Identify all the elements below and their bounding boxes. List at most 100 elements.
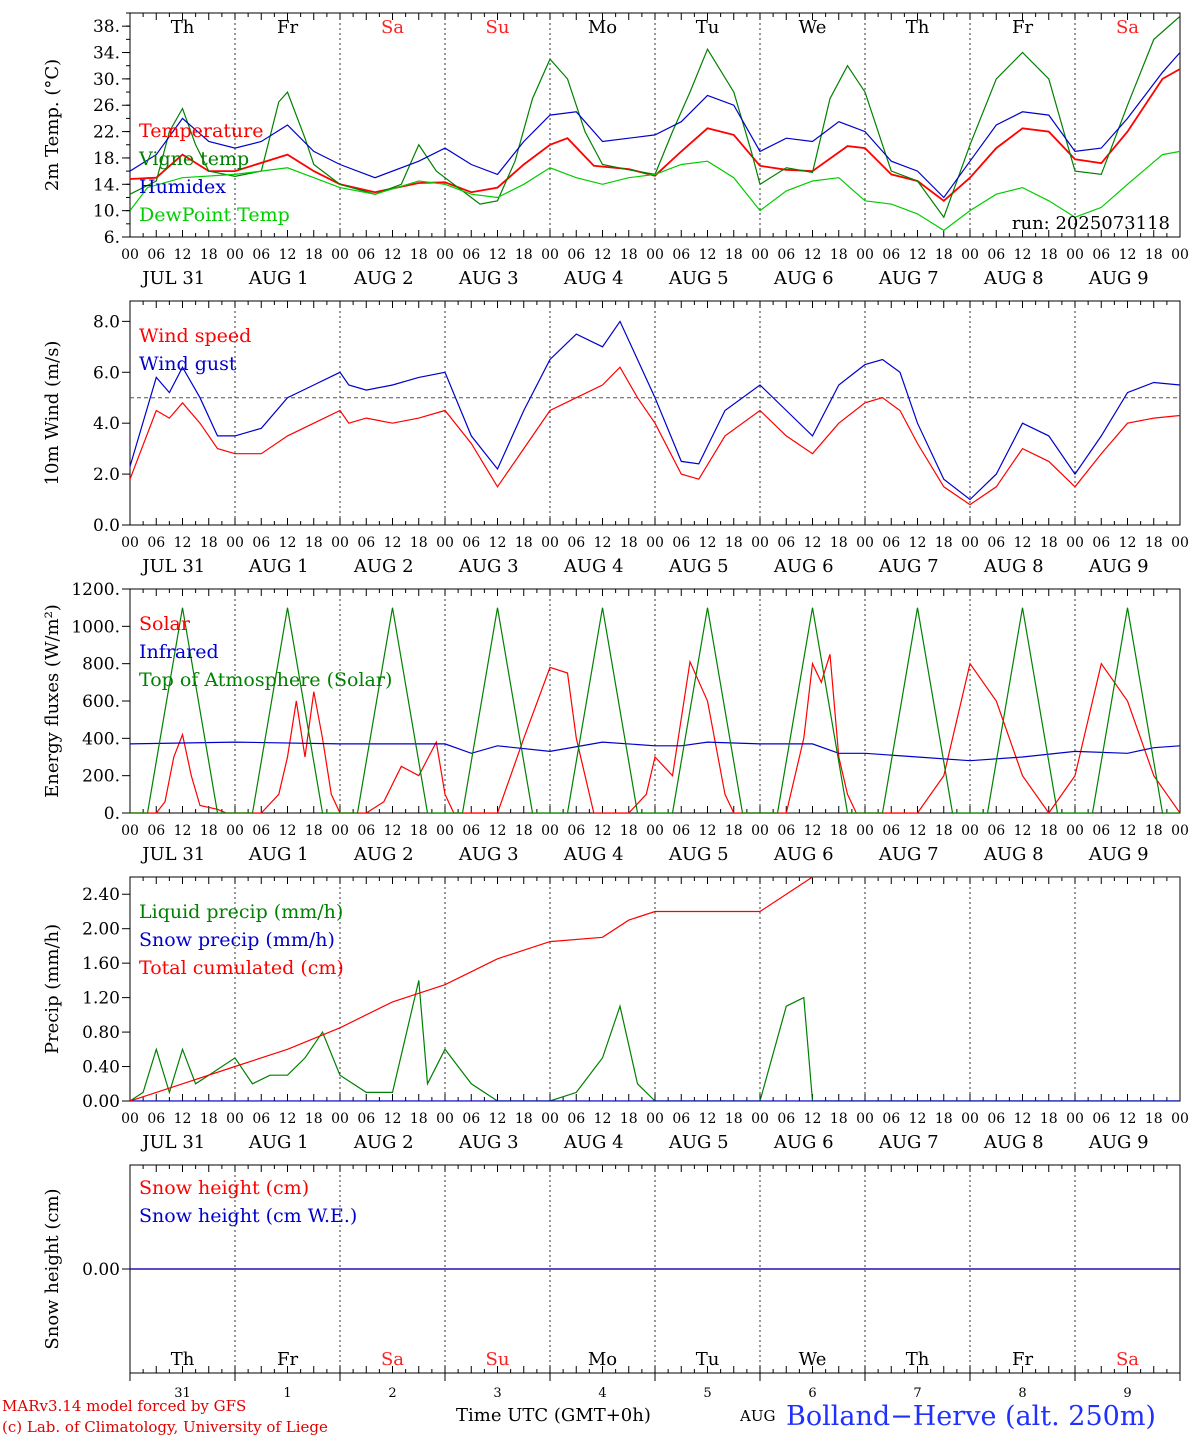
y-tick-label: 0.00 — [82, 1260, 120, 1280]
series-line — [130, 67, 1180, 202]
hour-label: 18 — [305, 535, 323, 551]
hour-label: 12 — [1014, 247, 1032, 263]
hour-label: 06 — [357, 1111, 375, 1127]
weekday-label: Su — [486, 1349, 510, 1370]
hour-label: 00 — [646, 535, 664, 551]
hour-label: 00 — [961, 1111, 979, 1127]
hour-label: 12 — [909, 535, 927, 551]
date-label: AUG 9 — [1088, 1132, 1149, 1153]
hour-label: 00 — [436, 247, 454, 263]
date-label: AUG 3 — [458, 268, 519, 289]
hour-label: 18 — [515, 823, 533, 839]
hour-label: 00 — [436, 823, 454, 839]
hour-label: 06 — [777, 1111, 795, 1127]
date-label: JUL 31 — [140, 268, 205, 289]
hour-label: 12 — [1119, 1111, 1137, 1127]
weekday-label: Tu — [696, 17, 720, 38]
hour-label: 18 — [935, 823, 953, 839]
series-line — [130, 607, 1180, 813]
hour-label: 18 — [620, 535, 638, 551]
legend-entry: Top of Atmosphere (Solar) — [139, 669, 392, 691]
series-line — [130, 877, 1180, 1101]
date-label: AUG 5 — [668, 1132, 729, 1153]
hour-label: 12 — [279, 1111, 297, 1127]
hour-label: 12 — [279, 535, 297, 551]
hour-label: 06 — [462, 535, 480, 551]
hour-label: 12 — [1119, 247, 1137, 263]
date-label: AUG 9 — [1088, 268, 1149, 289]
y-tick-label: 6. — [104, 228, 120, 248]
day-number: 2 — [388, 1386, 396, 1401]
y-axis-title: 10m Wind (m/s) — [42, 341, 63, 486]
hour-label: 12 — [174, 823, 192, 839]
hour-label: 18 — [305, 823, 323, 839]
hour-label: 06 — [1092, 1111, 1110, 1127]
hour-label: 00 — [436, 1111, 454, 1127]
y-tick-label: 8.0 — [93, 312, 120, 332]
day-number: 7 — [913, 1386, 921, 1401]
y-tick-label: 2.0 — [93, 465, 120, 485]
weekday-label: Mo — [588, 17, 617, 38]
hour-label: 00 — [961, 535, 979, 551]
run-annotation: run: 2025073118 — [1012, 213, 1170, 234]
hour-label: 12 — [699, 535, 717, 551]
hour-label: 12 — [174, 247, 192, 263]
day-number: 8 — [1018, 1386, 1026, 1401]
y-axis-title: Snow height (cm) — [42, 1188, 63, 1349]
hour-label: 00 — [1066, 247, 1084, 263]
y-tick-label: 22. — [93, 123, 120, 143]
hour-label: 12 — [699, 823, 717, 839]
hour-label: 18 — [410, 1111, 428, 1127]
y-tick-label: 30. — [93, 70, 120, 90]
hour-label: 12 — [1119, 535, 1137, 551]
hour-label: 12 — [594, 1111, 612, 1127]
hour-label: 18 — [200, 1111, 218, 1127]
weekday-label: We — [799, 1349, 827, 1370]
hour-label: 18 — [725, 823, 743, 839]
y-tick-label: 2.40 — [82, 885, 120, 905]
date-label: AUG 1 — [248, 1132, 309, 1153]
hour-label: 18 — [725, 535, 743, 551]
hour-label: 12 — [804, 247, 822, 263]
hour-label: 12 — [489, 1111, 507, 1127]
hour-label: 00 — [121, 247, 139, 263]
y-tick-label: 1.60 — [82, 954, 120, 974]
weekday-label: Th — [171, 1349, 195, 1370]
date-label: AUG 5 — [668, 268, 729, 289]
station-title: Bolland−Herve (alt. 250m) — [786, 1401, 1156, 1432]
hour-label: 12 — [699, 1111, 717, 1127]
date-label: AUG 8 — [983, 1132, 1044, 1153]
date-label: AUG 3 — [458, 1132, 519, 1153]
day-number: 5 — [703, 1386, 711, 1401]
hour-label: 12 — [1014, 535, 1032, 551]
date-label: AUG 8 — [983, 844, 1044, 865]
hour-label: 06 — [462, 823, 480, 839]
day-number: 9 — [1123, 1386, 1131, 1401]
hour-label: 06 — [882, 247, 900, 263]
date-label: AUG 1 — [248, 844, 309, 865]
legend-entry: Wind speed — [139, 325, 251, 347]
date-label: AUG 1 — [248, 268, 309, 289]
legend-entry: DewPoint Temp — [139, 204, 290, 226]
hour-label: 06 — [882, 823, 900, 839]
hour-label: 06 — [987, 1111, 1005, 1127]
weekday-label: Fr — [277, 1349, 298, 1370]
hour-label: 12 — [594, 535, 612, 551]
series-line — [130, 15, 1180, 219]
hour-label: 00 — [1171, 535, 1189, 551]
date-label: AUG 9 — [1088, 556, 1149, 577]
y-tick-label: 38. — [93, 17, 120, 37]
hour-label: 18 — [1145, 1111, 1163, 1127]
hour-label: 06 — [672, 535, 690, 551]
y-tick-label: 0.00 — [82, 1092, 120, 1112]
y-tick-label: 14. — [93, 175, 120, 195]
y-tick-label: 600. — [82, 692, 120, 712]
y-tick-label: 0.80 — [82, 1023, 120, 1043]
date-label: AUG 4 — [563, 556, 624, 577]
y-tick-label: 400. — [82, 729, 120, 749]
hour-label: 00 — [1171, 247, 1189, 263]
hour-label: 18 — [830, 1111, 848, 1127]
hour-label: 06 — [672, 247, 690, 263]
date-label: AUG 6 — [773, 268, 834, 289]
hour-label: 06 — [357, 823, 375, 839]
